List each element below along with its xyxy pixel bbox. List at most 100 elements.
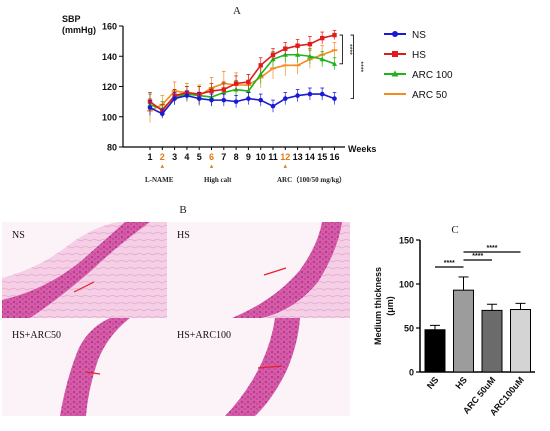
series-line-arc-100 [149,53,335,111]
panel-b-label: B [179,204,186,216]
data-point-ns [246,96,251,101]
data-point-ns [270,103,276,109]
x-tick-label: 2 [160,152,165,162]
x-tick-label: 7 [221,152,226,162]
series-line-ns [149,93,335,115]
micrograph-hs-arc100: HS+ARC100 [167,318,350,416]
bar-ns [424,329,446,373]
micrograph-label-ns: NS [12,230,25,241]
data-point-arc-50 [331,49,338,52]
y-tick-label: 100 [102,112,117,122]
significance-bracket [350,34,354,99]
x-tick-label: 1 [147,152,152,162]
x-tick-label: NS [425,375,441,391]
x-tick-label: 5 [197,152,202,162]
y-axis-label-unit: (mmHg) [62,25,96,35]
x-tick-label: 16 [329,152,339,162]
data-point-ns [147,105,153,110]
data-point-arc-100 [319,56,325,62]
data-point-arc-50 [282,64,289,67]
bar-arc100um [510,309,531,373]
treatment-label-high-salt: High calt [204,176,232,184]
y-tick-label: 140 [102,52,117,62]
significance-label: **** [444,260,455,267]
y-tick-label: 50 [404,324,414,334]
significance-bracket [339,34,343,65]
micrograph-label-hs-arc100: HS+ARC100 [177,330,231,341]
data-point-arc-100 [331,61,338,66]
y-axis-label: Medium thickness [373,267,383,345]
data-point-hs [283,46,288,51]
treatment-label-arc: ARC（100/50 mg/kg） [277,176,346,184]
treatment-label-lname: L-NAME [145,176,174,184]
x-tick-label: HS [453,375,469,391]
legend-label-arc-50: ARC 50 [412,90,447,101]
x-tick-label: 4 [184,152,189,162]
micrograph-ns: NS [2,222,167,318]
significance-label: **** [357,61,364,72]
data-point-ns [319,91,325,97]
legend-label-arc-100: ARC 100 [412,70,453,81]
y-tick-label: 100 [399,280,414,290]
x-tick-label: 8 [234,152,239,162]
data-point-hs [320,35,325,41]
y-axis-label-unit: (μm) [385,296,395,316]
series-line-arc-50 [149,49,335,112]
data-point-hs [221,87,226,92]
data-point-hs [233,81,239,86]
x-axis-label: Weeks [348,144,376,154]
data-point-ns [295,93,300,98]
data-point-hs [246,79,251,85]
y-axis-label: SBP [62,14,81,24]
micrograph-hs: HS [167,222,350,318]
legend-marker [391,70,399,77]
data-point-hs [209,88,214,94]
x-tick-label: 14 [305,152,315,162]
x-tick-label: 10 [256,152,266,162]
data-point-ns [221,97,227,103]
micrograph-hs-arc50: HS+ARC50 [2,318,167,416]
significance-label: **** [346,44,353,55]
data-point-ns [184,93,190,98]
data-point-arc-100 [245,88,251,94]
y-tick-label: 80 [107,143,117,153]
data-point-arc-100 [258,71,264,77]
y-tick-label: 150 [399,236,414,246]
data-point-arc-50 [270,67,276,70]
legend-label-hs: HS [412,50,426,61]
data-point-arc-100 [295,52,301,57]
data-point-hs [332,32,337,38]
significance-label: **** [487,245,498,252]
x-tick-marker: ▴ [210,163,214,170]
data-point-hs [307,41,313,47]
x-tick-label: 15 [317,152,327,162]
x-tick-marker: ▴ [284,163,288,170]
bar-arc-50um [481,309,503,373]
legend: NS HS ARC 100 ARC 50 [384,30,453,101]
series-line-hs [149,34,335,112]
bar-hs [453,289,474,373]
data-point-hs [270,52,276,57]
x-tick-label: 13 [293,152,303,162]
x-tick-label: 3 [172,152,177,162]
micrograph-label-hs: HS [177,230,190,241]
x-tick-label: 11 [268,152,278,162]
data-point-hs [258,63,263,68]
data-point-ns [258,97,264,103]
legend-marker [392,31,398,37]
y-tick-label: 160 [102,22,117,32]
data-point-ns [209,97,214,103]
data-point-ns [332,96,337,101]
data-point-ns [196,96,202,101]
data-point-hs [295,43,300,48]
data-point-ns [233,99,239,104]
panel-c-label: C [451,224,458,236]
data-point-ns [172,96,177,101]
y-tick-label: 120 [102,82,117,92]
data-point-ns [160,111,165,117]
x-tick-marker: ▴ [161,163,165,170]
data-point-ns [283,96,288,101]
